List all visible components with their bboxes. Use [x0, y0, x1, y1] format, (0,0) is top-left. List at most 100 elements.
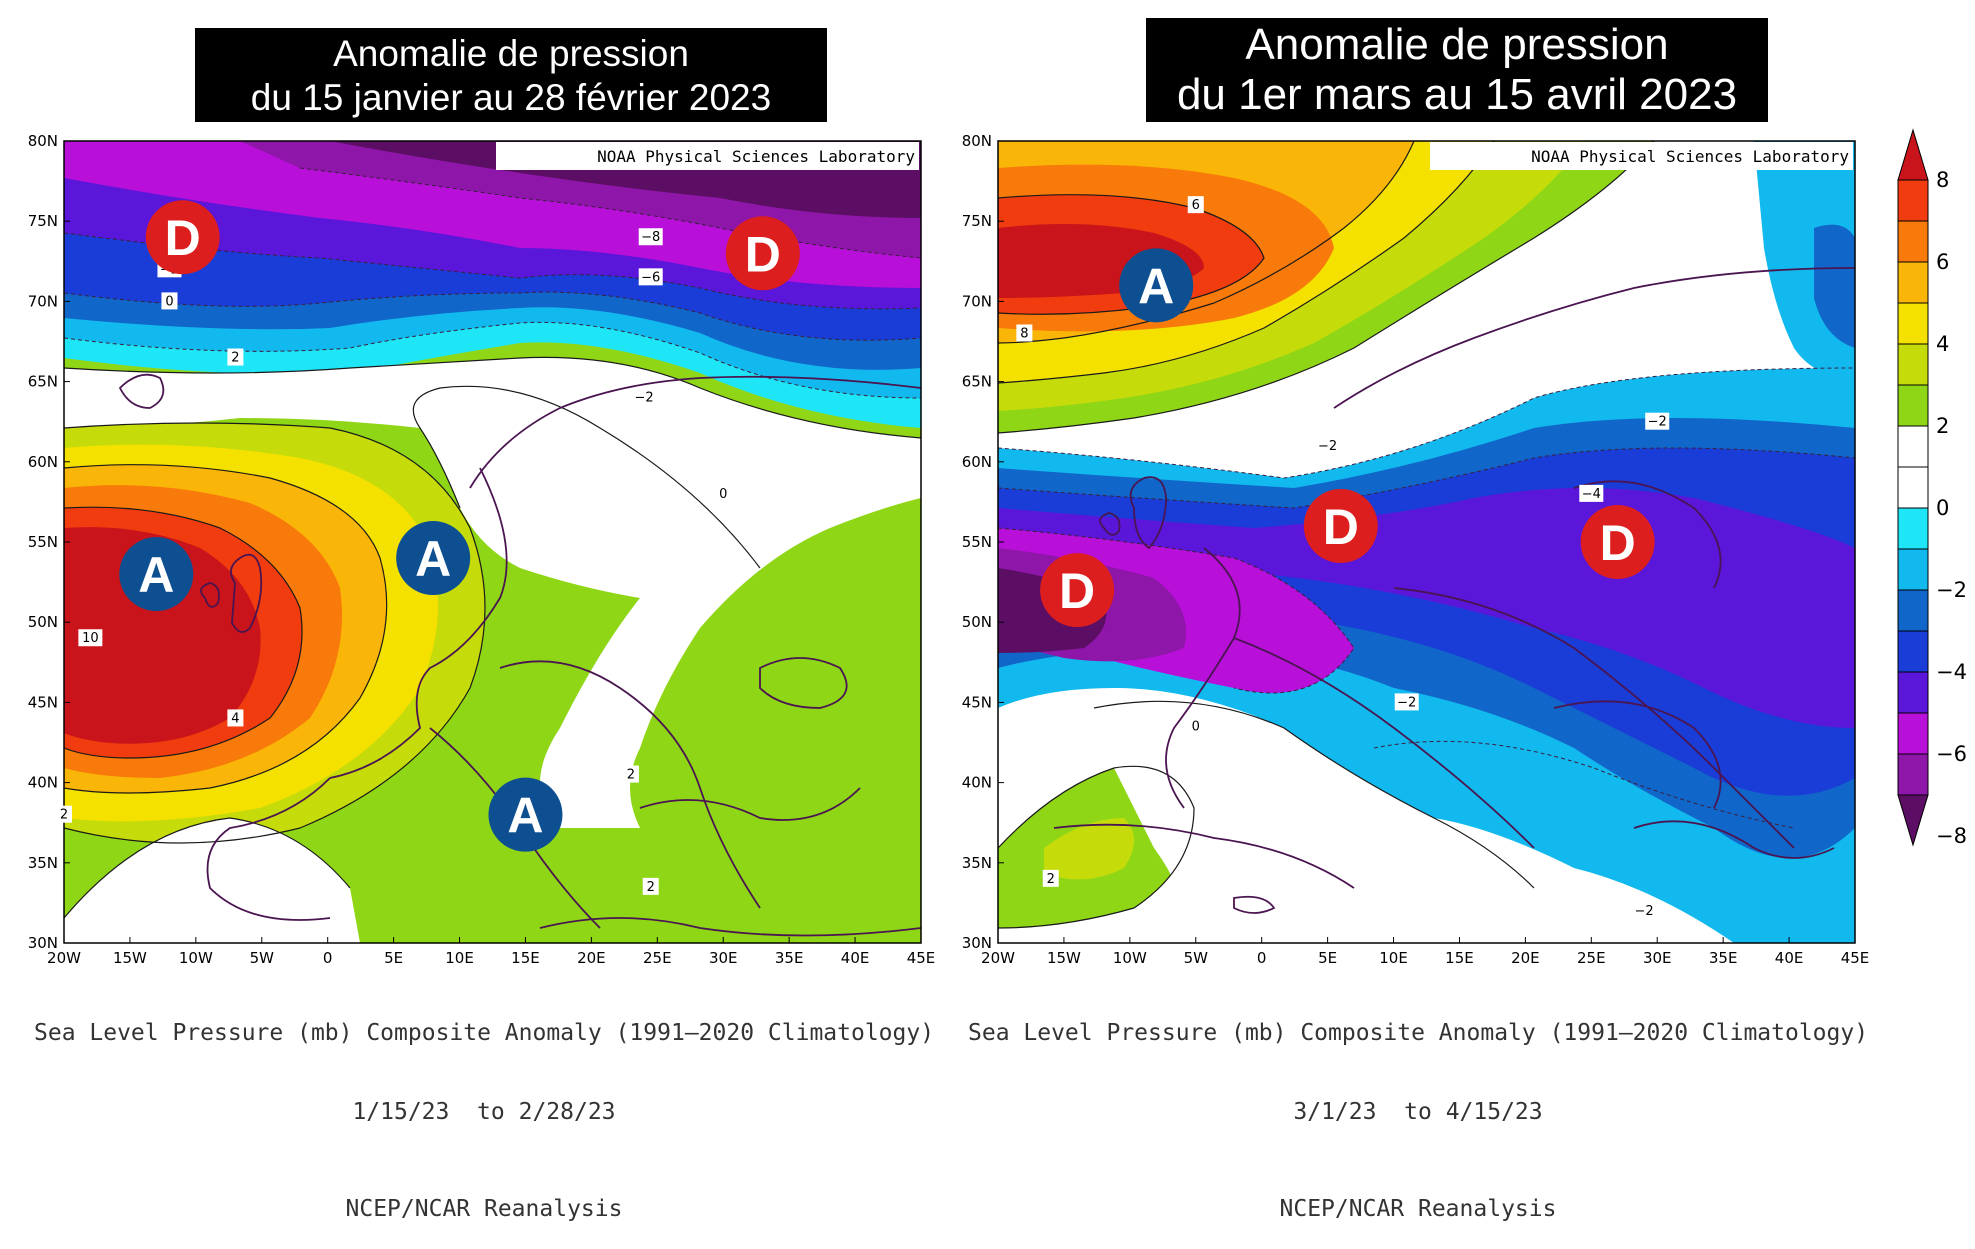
right-high-pressure-marker: [1119, 248, 1194, 323]
left-contour-label: 10: [82, 631, 99, 646]
left-lat-tick-label: 70N: [28, 292, 58, 310]
right-credit-box: [1430, 142, 1853, 170]
colorbar-label: 6: [1936, 250, 1949, 274]
left-contour-label: −8: [641, 230, 660, 245]
left-pressure-markers: D D A A A: [119, 200, 800, 852]
right-contour-label-bg: [1315, 436, 1340, 454]
left-lat-tick-label: 75N: [28, 212, 58, 230]
right-lon-tick-label: 30E: [1643, 949, 1672, 967]
right-contour-label: −2: [1634, 904, 1653, 919]
right-lon-tick-label: 35E: [1709, 949, 1738, 967]
right-lon-tick-label: 10W: [1113, 949, 1147, 967]
right-lon-tick-label: 25E: [1577, 949, 1606, 967]
colorbar-segment: [1897, 466, 1929, 509]
right-contour-label: 2: [1047, 872, 1055, 887]
right-marker-letter: D: [1600, 515, 1636, 571]
right-lat-tick-label: 65N: [962, 373, 992, 391]
right-lat-tick-label: 40N: [962, 774, 992, 792]
left-contour-label-bg: [638, 228, 663, 246]
right-marker-letter: D: [1059, 563, 1095, 619]
right-contour-label-bg: [1579, 484, 1604, 502]
left-credit-box: [496, 142, 919, 170]
left-caption-line-3: NCEP/NCAR Reanalysis: [345, 1196, 623, 1222]
right-contour-label-bg: [1645, 412, 1670, 430]
right-lat-tick-label: 30N: [962, 934, 992, 952]
colorbar-segment: [1897, 712, 1929, 755]
right-lon-tick-label: 5W: [1184, 949, 1209, 967]
left-lon-tick-label: 25E: [643, 949, 672, 967]
colorbar-bottom-arrow: [1897, 794, 1929, 847]
left-map-title: Anomalie de pression du 15 janvier au 28…: [195, 28, 827, 122]
colorbar-segment: [1897, 343, 1929, 386]
colorbar-segment: [1897, 261, 1929, 304]
left-contour-label-bg: [227, 348, 244, 366]
left-contour-label-bg: [56, 805, 72, 823]
colorbar-label: −4: [1936, 660, 1967, 684]
right-title-line-1: Anomalie de pression: [1245, 20, 1669, 69]
right-marker-letter: A: [1138, 258, 1174, 314]
right-lon-tick-label: 15W: [1047, 949, 1081, 967]
right-contour-label-bg: [1042, 869, 1059, 887]
right-caption-line-2: 3/1/23 to 4/15/23: [1293, 1099, 1543, 1125]
right-map-svg: NOAA Physical Sciences Laboratory 20W 15W…: [962, 132, 1869, 967]
left-map-svg: NOAA Physical Sciences Laboratory 20W 15W…: [28, 132, 935, 967]
right-lon-tick-label: 20W: [981, 949, 1015, 967]
left-map-panel: NOAA Physical Sciences Laboratory 20W 15W…: [0, 128, 935, 968]
colorbar-segment: [1897, 179, 1929, 222]
colorbar-segment: [1897, 384, 1929, 427]
right-contour-label-bg: [1187, 196, 1204, 214]
left-contour-label-bg: [715, 484, 732, 502]
left-contour-label-bg: [638, 268, 663, 286]
colorbar-label: 0: [1936, 496, 1949, 520]
colorbar-segment: [1897, 630, 1929, 673]
right-lon-tick-label: 40E: [1775, 949, 1804, 967]
right-anomaly-field: [998, 141, 1855, 943]
left-contour-label-bg: [632, 388, 657, 406]
right-lat-tick-label: 35N: [962, 854, 992, 872]
right-lat-tick-label: 70N: [962, 292, 992, 310]
left-high-pressure-marker: [396, 521, 471, 596]
left-contour-label: 4: [231, 711, 239, 726]
right-caption-line-3: NCEP/NCAR Reanalysis: [1279, 1196, 1557, 1222]
colorbar-segment: [1897, 589, 1929, 632]
colorbar-svg: 8 6 4 2 0 −2 −4 −6 −8: [1897, 128, 1967, 848]
left-contour-label-bg: [78, 629, 103, 647]
right-low-pressure-marker: [1040, 553, 1115, 628]
right-map-axes: 20W 15W 10W 5W 0 5E 10E 15E 20E 25E 30E 35E 40E 45E 30…: [962, 132, 1869, 967]
right-credit-text: NOAA Physical Sciences Laboratory: [1531, 147, 1849, 166]
left-lat-tick-label: 35N: [28, 854, 58, 872]
colorbar-segment: [1897, 753, 1929, 796]
colorbar-label: 8: [1936, 168, 1949, 192]
left-lon-tick-label: 0: [323, 949, 333, 967]
left-contour-label-bg: [642, 877, 659, 895]
colorbar: 8 6 4 2 0 −2 −4 −6 −8: [1897, 128, 1967, 848]
colorbar-panel: 8 6 4 2 0 −2 −4 −6 −8: [1880, 120, 1975, 1020]
left-lon-tick-label: 5E: [384, 949, 403, 967]
right-lon-tick-label: 15E: [1445, 949, 1474, 967]
left-lon-tick-label: 35E: [775, 949, 804, 967]
colorbar-segment: [1897, 671, 1929, 714]
right-caption: Sea Level Pressure (mb) Composite Anomal…: [968, 968, 1868, 1249]
right-contour-label: −2: [1397, 695, 1416, 710]
left-contour-label-bg: [227, 709, 244, 727]
colorbar-label: −6: [1936, 742, 1967, 766]
right-lon-tick-label: 5E: [1318, 949, 1337, 967]
right-contour-label: −2: [1318, 439, 1337, 454]
right-title-line-2: du 1er mars au 15 avril 2023: [1176, 70, 1738, 119]
left-high-pressure-marker: [488, 777, 563, 852]
right-contour-label-bg: [1187, 717, 1204, 735]
right-low-pressure-marker: [1580, 505, 1655, 579]
right-contour-labels: 6 8 −2 −2 −4 −2 0 2 −2: [1016, 196, 1670, 919]
left-contour-label: 2: [647, 880, 655, 895]
left-lat-tick-label: 45N: [28, 693, 58, 711]
left-marker-letter: A: [415, 531, 451, 587]
colorbar-label: −2: [1936, 578, 1967, 602]
right-caption-line-1: Sea Level Pressure (mb) Composite Anomal…: [968, 1020, 1869, 1046]
right-lon-tick-label: 10E: [1379, 949, 1408, 967]
left-caption: Sea Level Pressure (mb) Composite Anomal…: [34, 968, 934, 1249]
left-contour-label: −6: [641, 270, 660, 285]
right-contour-label: −4: [1582, 487, 1601, 502]
left-lon-tick-label: 45E: [907, 949, 935, 967]
right-lat-tick-label: 60N: [962, 453, 992, 471]
left-lon-tick-label: 30E: [709, 949, 738, 967]
